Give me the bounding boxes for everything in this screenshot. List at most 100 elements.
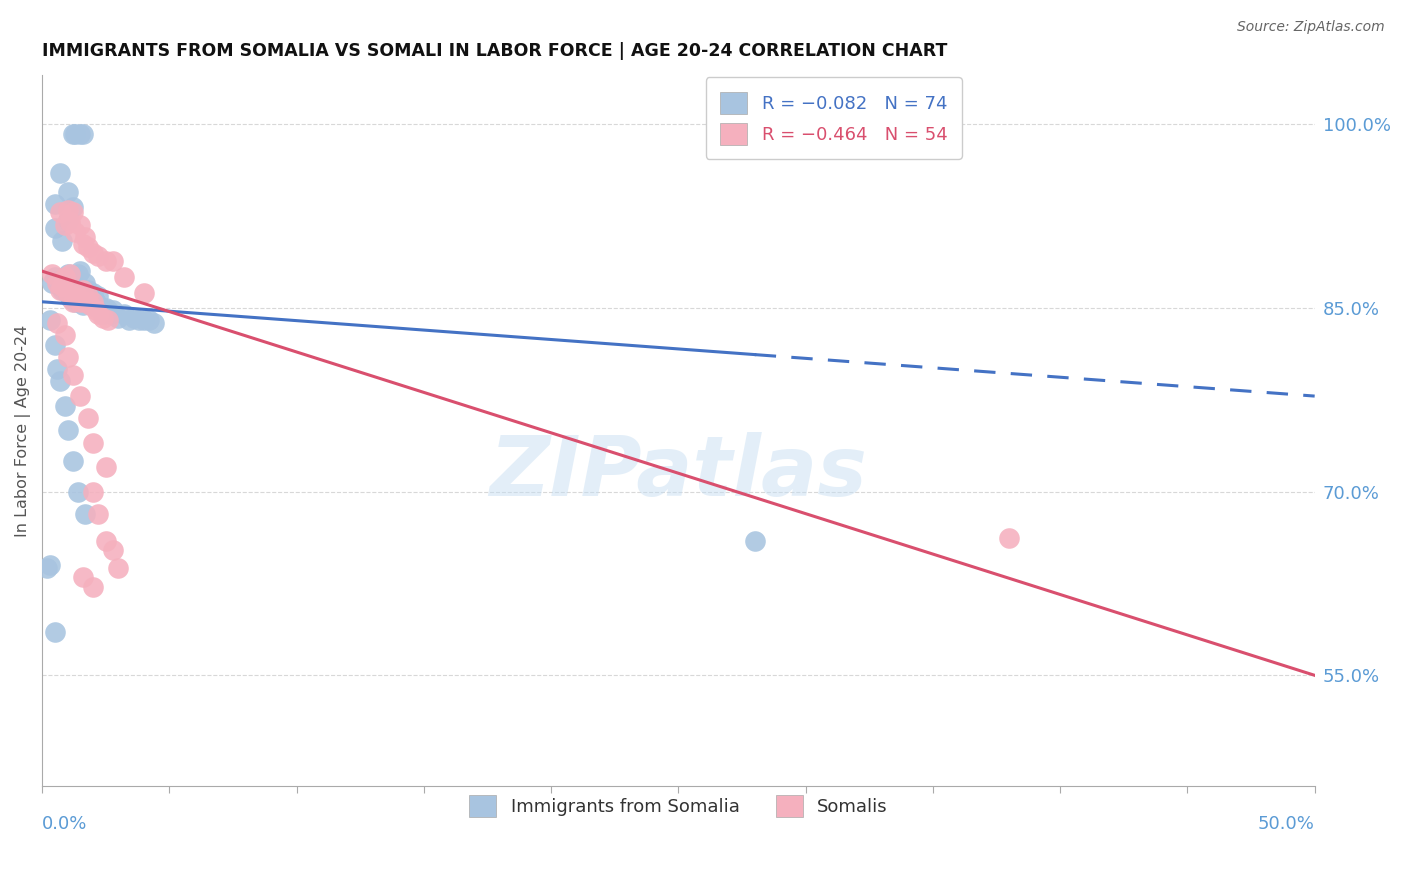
Point — [132, 286, 155, 301]
Point — [77, 291, 100, 305]
Point — [117, 313, 139, 327]
Point — [49, 205, 72, 219]
Point — [72, 298, 94, 312]
Point — [46, 274, 69, 288]
Point — [44, 221, 66, 235]
Point — [59, 267, 82, 281]
Point — [62, 368, 84, 383]
Point — [44, 196, 66, 211]
Point — [63, 277, 86, 291]
Point — [744, 533, 766, 548]
Point — [77, 288, 100, 302]
Point — [44, 337, 66, 351]
Point — [38, 313, 60, 327]
Point — [56, 202, 79, 217]
Point — [91, 307, 114, 321]
Point — [77, 240, 100, 254]
Point — [82, 580, 104, 594]
Point — [49, 278, 72, 293]
Point — [72, 283, 94, 297]
Point — [132, 313, 155, 327]
Point — [41, 267, 63, 281]
Point — [53, 218, 76, 232]
Point — [87, 307, 110, 321]
Point — [94, 533, 117, 548]
Point — [75, 294, 97, 309]
Point — [56, 423, 79, 437]
Text: IMMIGRANTS FROM SOMALIA VS SOMALI IN LABOR FORCE | AGE 20-24 CORRELATION CHART: IMMIGRANTS FROM SOMALIA VS SOMALI IN LAB… — [42, 42, 948, 60]
Point — [66, 484, 89, 499]
Point — [94, 254, 117, 268]
Point — [128, 313, 150, 327]
Point — [49, 375, 72, 389]
Point — [62, 201, 84, 215]
Point — [51, 283, 73, 297]
Point — [103, 303, 125, 318]
Text: Source: ZipAtlas.com: Source: ZipAtlas.com — [1237, 20, 1385, 34]
Point — [46, 362, 69, 376]
Point — [53, 277, 76, 291]
Point — [66, 286, 89, 301]
Point — [46, 277, 69, 291]
Point — [59, 215, 82, 229]
Point — [44, 270, 66, 285]
Point — [46, 316, 69, 330]
Y-axis label: In Labor Force | Age 20-24: In Labor Force | Age 20-24 — [15, 325, 31, 536]
Point — [82, 484, 104, 499]
Point — [103, 543, 125, 558]
Point — [41, 277, 63, 291]
Point — [63, 127, 86, 141]
Point — [143, 316, 166, 330]
Point — [56, 286, 79, 301]
Point — [51, 278, 73, 293]
Point — [107, 560, 129, 574]
Point — [37, 560, 59, 574]
Point — [62, 294, 84, 309]
Text: 0.0%: 0.0% — [42, 815, 87, 833]
Point — [56, 286, 79, 301]
Point — [69, 127, 91, 141]
Point — [112, 270, 135, 285]
Point — [38, 558, 60, 573]
Point — [87, 301, 110, 315]
Point — [69, 291, 91, 305]
Point — [62, 454, 84, 468]
Point — [75, 507, 97, 521]
Point — [69, 264, 91, 278]
Point — [69, 283, 91, 297]
Point — [94, 301, 117, 315]
Point — [87, 507, 110, 521]
Point — [97, 313, 120, 327]
Point — [82, 245, 104, 260]
Legend: Immigrants from Somalia, Somalis: Immigrants from Somalia, Somalis — [460, 786, 897, 826]
Point — [90, 303, 112, 318]
Point — [84, 294, 107, 309]
Point — [75, 291, 97, 305]
Point — [94, 460, 117, 475]
Point — [79, 294, 101, 309]
Point — [62, 127, 84, 141]
Point — [56, 350, 79, 364]
Point — [72, 286, 94, 301]
Point — [82, 286, 104, 301]
Point — [51, 234, 73, 248]
Point — [69, 389, 91, 403]
Point — [998, 531, 1021, 545]
Point — [66, 267, 89, 281]
Point — [56, 212, 79, 227]
Point — [53, 399, 76, 413]
Point — [63, 225, 86, 239]
Point — [794, 803, 817, 817]
Point — [69, 218, 91, 232]
Point — [49, 283, 72, 297]
Point — [122, 310, 145, 325]
Point — [91, 310, 114, 325]
Point — [63, 294, 86, 309]
Point — [82, 298, 104, 312]
Point — [59, 291, 82, 305]
Point — [100, 307, 122, 321]
Point — [87, 288, 110, 302]
Point — [56, 185, 79, 199]
Point — [84, 303, 107, 318]
Point — [97, 303, 120, 318]
